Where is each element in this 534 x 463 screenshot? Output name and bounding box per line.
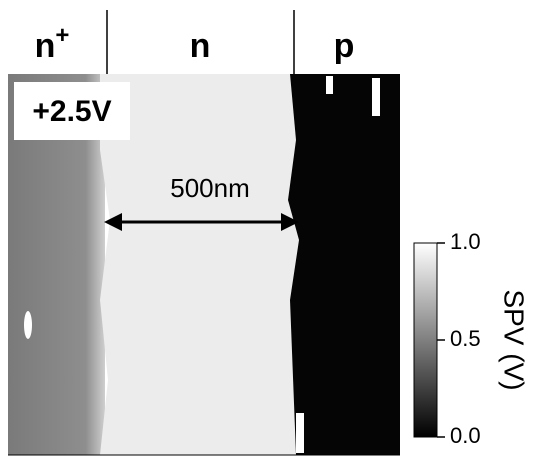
n-region — [100, 74, 299, 455]
region-label: n — [190, 27, 211, 65]
colorbar-label: SPV (V) — [499, 289, 530, 390]
arrow-head — [281, 213, 299, 231]
colorbar — [413, 242, 438, 438]
tick-label: 0.0 — [450, 423, 481, 448]
tick-label: 0.5 — [450, 326, 481, 351]
superscript: + — [55, 22, 69, 49]
label-box — [14, 82, 130, 140]
p-region — [288, 74, 400, 455]
region-label: p — [334, 27, 355, 65]
colorbar-ticks: 1.0 0.5 0.0 — [437, 229, 481, 448]
tick-label: 1.0 — [450, 229, 481, 254]
scale-label: 500nm — [170, 173, 250, 203]
artifact — [372, 78, 380, 116]
artifact — [296, 413, 304, 453]
region-label: n — [35, 27, 56, 65]
arrow-head — [104, 213, 122, 231]
artifact — [24, 311, 32, 339]
artifact — [326, 76, 333, 94]
bias-label: +2.5V — [32, 95, 111, 128]
region-label: n+ — [35, 22, 70, 65]
